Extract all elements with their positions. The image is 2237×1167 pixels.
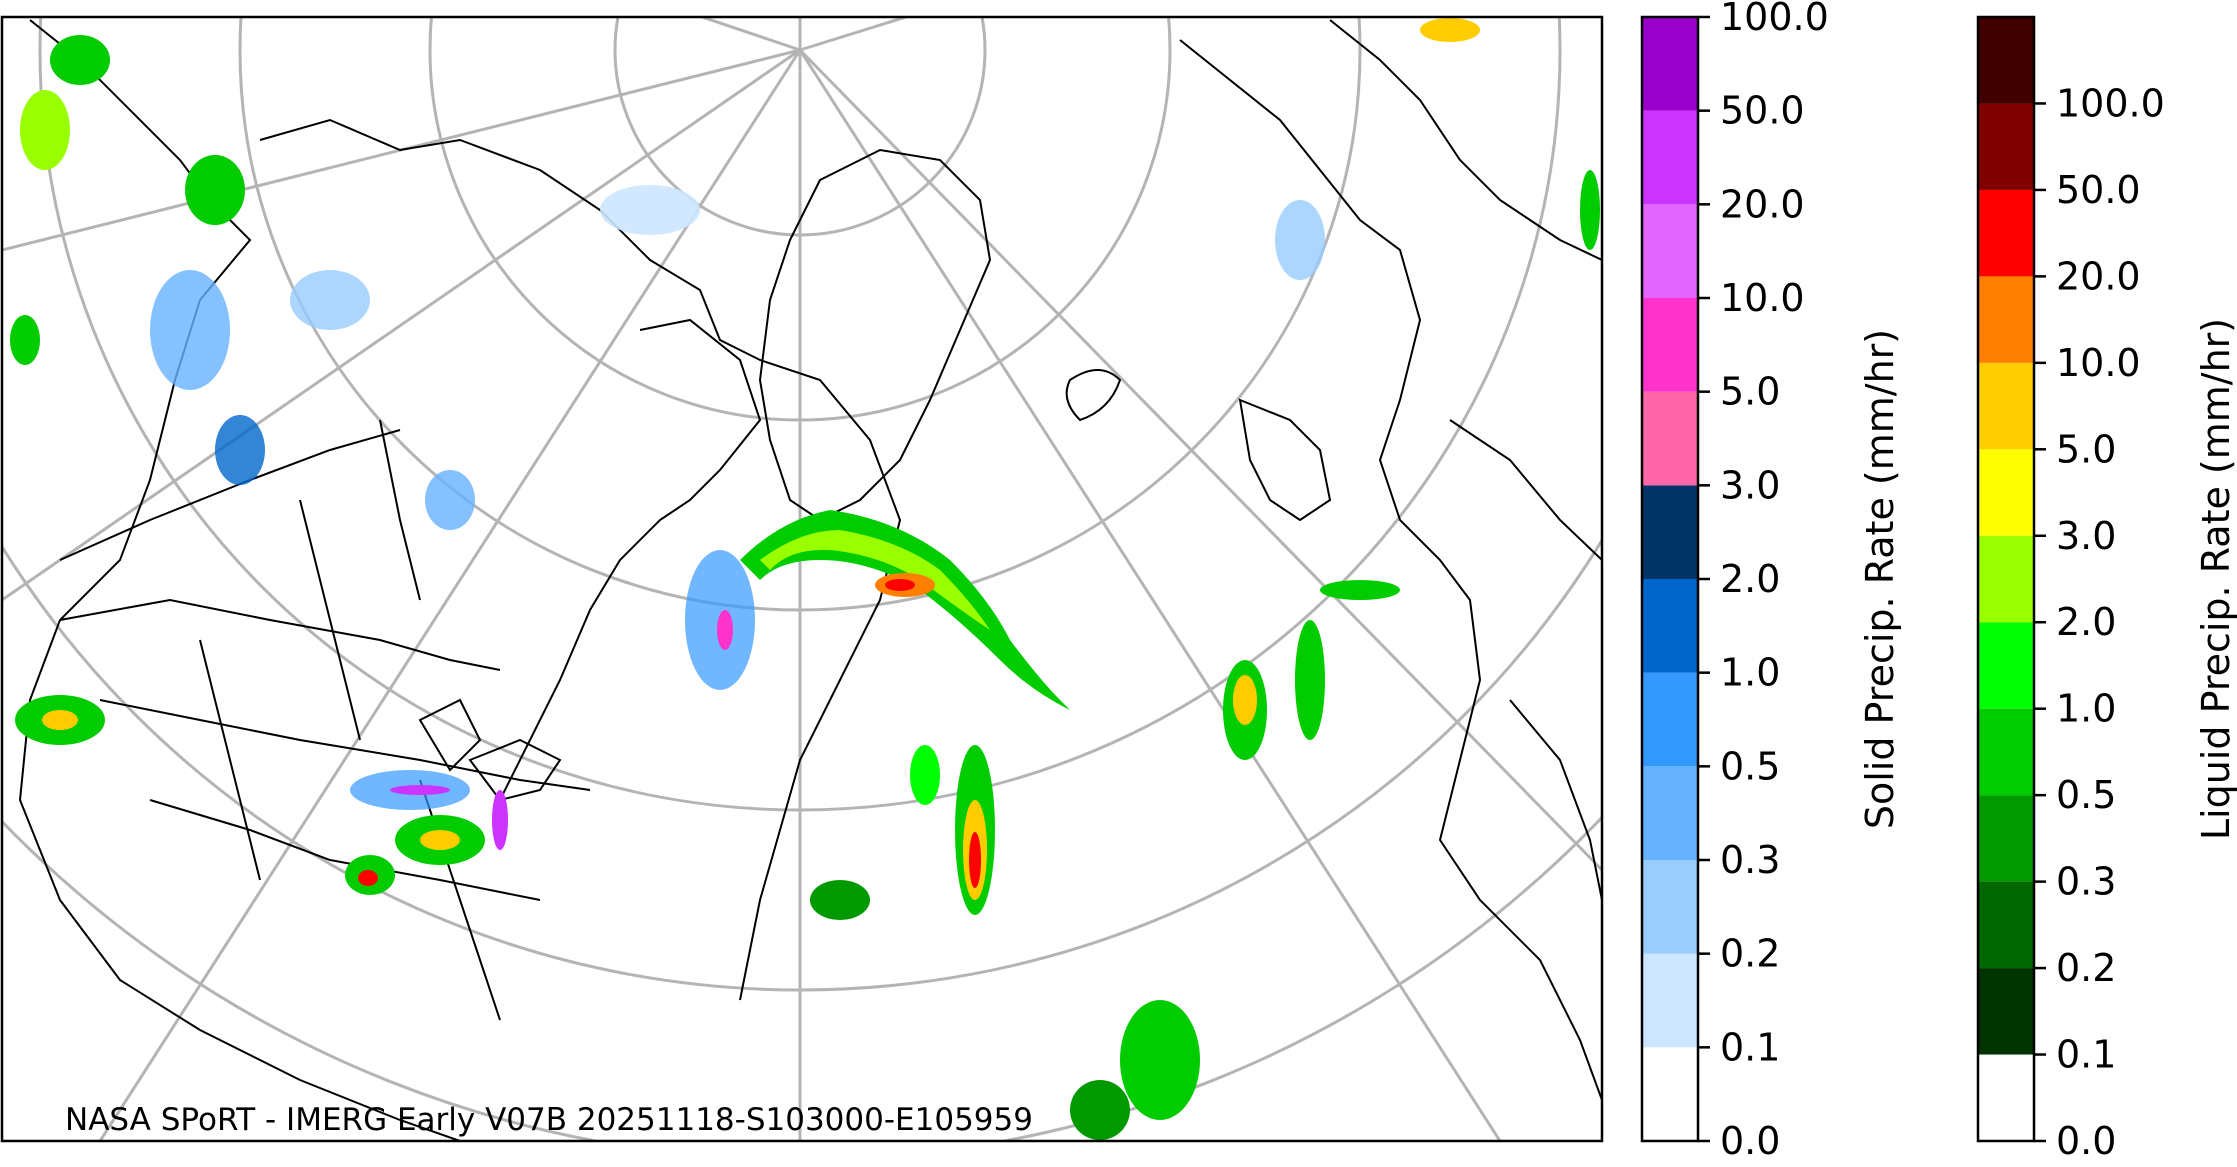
liquid-colorbar-swatch (1978, 103, 2034, 190)
liquid-colorbar-tick-label: 1.0 (2056, 687, 2116, 731)
solid-colorbar-axis-label: Solid Precip. Rate (mm/hr) (1858, 329, 1902, 829)
solid-colorbar-swatch (1642, 204, 1698, 298)
liquid-colorbar-tick-label: 50.0 (2056, 168, 2141, 212)
liquid-colorbar-tick-label: 0.5 (2056, 773, 2116, 817)
liquid-colorbar-swatch (1978, 276, 2034, 363)
liquid-colorbar-tick-label: 5.0 (2056, 427, 2116, 471)
liquid-colorbar-axis-label: Liquid Precip. Rate (mm/hr) (2194, 318, 2237, 840)
solid-colorbar-swatch (1642, 860, 1698, 954)
coastlines (18, 19, 1602, 1141)
solid-colorbar-swatch (1642, 391, 1698, 486)
solid-colorbar-swatch (1642, 110, 1698, 205)
solid-colorbar-swatch (1642, 17, 1698, 111)
liquid-colorbar-frame (1976, 15, 2036, 1143)
solid-colorbar-tick-label: 3.0 (1720, 463, 1780, 507)
liquid-colorbar-swatch (1978, 708, 2034, 796)
solid-colorbar-tick-label: 0.1 (1720, 1025, 1780, 1069)
liquid-colorbar-tick-label: 3.0 (2056, 514, 2116, 558)
credit-text: NASA SPoRT - IMERG Early V07B 20251118-S… (65, 1102, 1033, 1138)
solid-colorbar-tick-label: 0.2 (1720, 932, 1780, 976)
liquid-colorbar-tick-label: 20.0 (2056, 254, 2141, 298)
solid-colorbar-tick-label: 100.0 (1720, 0, 1829, 39)
liquid-colorbar-tick-label: 2.0 (2056, 600, 2116, 644)
solid-colorbar-tick-label: 1.0 (1720, 651, 1780, 695)
precipitation-map: NASA SPoRT - IMERG Early V07B 20251118-S… (0, 15, 1604, 1143)
solid-colorbar-swatch (1642, 579, 1698, 673)
solid-colorbar-tick-label: 20.0 (1720, 182, 1805, 226)
liquid-colorbar: 0.0 0.1 0.2 0.3 0.5 1.0 2.0 3.0 5.0 10.0 20.0 50.0 1… (1976, 15, 2237, 1163)
liquid-colorbar-tick-label: 0.2 (2056, 946, 2116, 990)
liquid-colorbar-swatch (1978, 968, 2034, 1055)
solid-colorbar-tick-label: 10.0 (1720, 276, 1805, 320)
liquid-precip-field (10, 18, 1600, 1140)
liquid-colorbar-swatch (1978, 189, 2034, 277)
liquid-colorbar-swatch (1978, 622, 2034, 709)
solid-colorbar-swatch (1642, 672, 1698, 767)
solid-colorbar-swatch (1642, 1047, 1698, 1141)
solid-precip-field (150, 185, 1325, 850)
liquid-colorbar-tick-label: 0.0 (2056, 1119, 2116, 1163)
liquid-colorbar-tick-label: 0.1 (2056, 1033, 2116, 1077)
liquid-colorbar-swatch (1978, 449, 2034, 536)
solid-colorbar-tick-label: 0.3 (1720, 838, 1780, 882)
solid-colorbar-swatch (1642, 766, 1698, 860)
liquid-colorbar-tick-label: 0.3 (2056, 860, 2116, 904)
solid-colorbar-swatch (1642, 953, 1698, 1048)
liquid-colorbar-tick-label: 100.0 (2056, 81, 2165, 125)
liquid-colorbar-swatch (1978, 1054, 2034, 1141)
liquid-colorbar-swatch (1978, 17, 2034, 104)
solid-colorbar-swatch (1642, 298, 1698, 392)
liquid-colorbar-swatch (1978, 362, 2034, 450)
solid-colorbar-tick-label: 50.0 (1720, 89, 1805, 133)
solid-colorbar-tick-label: 5.0 (1720, 370, 1780, 414)
solid-colorbar-swatch (1642, 485, 1698, 579)
solid-colorbar: 0.0 0.1 0.2 0.3 0.5 1.0 2.0 3.0 5.0 10.0 20.0 50.0 1… (1640, 0, 1902, 1163)
solid-colorbar-tick-label: 0.0 (1720, 1119, 1780, 1163)
liquid-colorbar-swatch (1978, 881, 2034, 969)
map-frame (0, 15, 1604, 1143)
liquid-colorbar-swatch (1978, 795, 2034, 882)
solid-colorbar-tick-label: 2.0 (1720, 557, 1780, 601)
liquid-colorbar-tick-label: 10.0 (2056, 341, 2141, 385)
solid-colorbar-tick-label: 0.5 (1720, 744, 1780, 788)
liquid-colorbar-swatch (1978, 535, 2034, 623)
